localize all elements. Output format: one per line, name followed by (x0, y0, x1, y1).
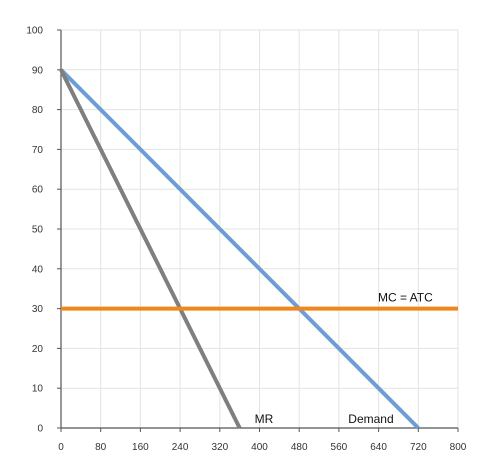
x-tick-label: 800 (450, 442, 467, 453)
x-tick-label: 240 (172, 442, 189, 453)
series-labels: Demand MR MC = ATC (255, 291, 433, 426)
grid (61, 29, 459, 428)
y-tick-label: 100 (26, 26, 43, 37)
axes: 0 10 20 30 40 50 60 70 80 90 100 0 80 160 240 320 400 480… (26, 26, 466, 454)
y-tick-label: 0 (37, 424, 43, 435)
y-tick-label: 20 (32, 344, 44, 355)
series-label-mr: MR (255, 412, 274, 426)
series-line-mr (59, 68, 242, 429)
y-tick-label: 40 (32, 264, 44, 275)
y-tick-label: 90 (32, 65, 44, 76)
y-tick-label: 10 (32, 384, 44, 395)
x-tick-label: 160 (132, 442, 149, 453)
series-label-demand: Demand (348, 412, 393, 426)
x-tick-label: 480 (291, 442, 308, 453)
x-tick-label: 720 (410, 442, 427, 453)
y-tick-label: 30 (32, 304, 44, 315)
y-tick-label: 70 (32, 145, 44, 156)
x-tick-label: 320 (211, 442, 228, 453)
y-tick-label: 80 (32, 105, 44, 116)
x-tick-label: 560 (331, 442, 348, 453)
x-tick-label: 80 (95, 442, 107, 453)
y-tick-label: 50 (32, 225, 44, 236)
x-tick-label: 400 (251, 442, 268, 453)
y-tick-label: 60 (32, 185, 44, 196)
series-label-mc-atc: MC = ATC (378, 291, 433, 305)
series-line-demand (59, 68, 420, 430)
series-lines (59, 68, 458, 430)
x-tick-label: 640 (370, 442, 387, 453)
x-tick-label: 0 (58, 442, 64, 453)
